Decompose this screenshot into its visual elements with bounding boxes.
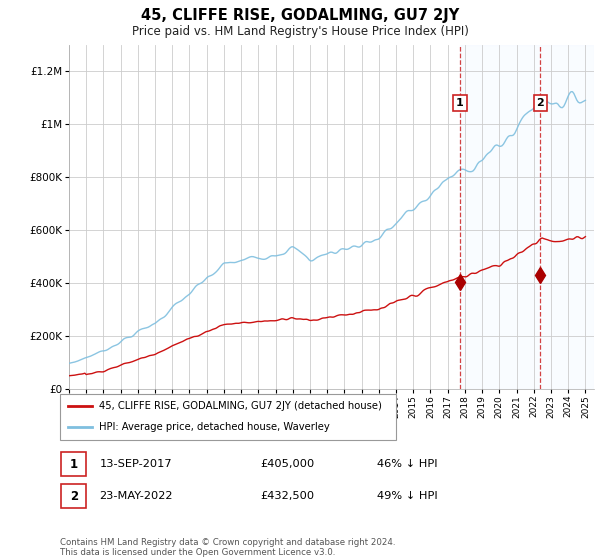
Text: 46% ↓ HPI: 46% ↓ HPI — [377, 459, 437, 469]
FancyBboxPatch shape — [61, 484, 86, 508]
Text: Price paid vs. HM Land Registry's House Price Index (HPI): Price paid vs. HM Land Registry's House … — [131, 25, 469, 38]
Text: 45, CLIFFE RISE, GODALMING, GU7 2JY (detached house): 45, CLIFFE RISE, GODALMING, GU7 2JY (det… — [98, 401, 382, 411]
Text: 49% ↓ HPI: 49% ↓ HPI — [377, 491, 437, 501]
FancyBboxPatch shape — [61, 452, 86, 477]
Text: 45, CLIFFE RISE, GODALMING, GU7 2JY: 45, CLIFFE RISE, GODALMING, GU7 2JY — [141, 8, 459, 24]
Text: 13-SEP-2017: 13-SEP-2017 — [100, 459, 172, 469]
FancyBboxPatch shape — [60, 394, 396, 440]
Text: £405,000: £405,000 — [260, 459, 315, 469]
Text: 2: 2 — [536, 98, 544, 108]
Bar — [460, 45, 594, 389]
Text: £432,500: £432,500 — [260, 491, 315, 501]
Text: 2: 2 — [70, 489, 78, 503]
Text: 1: 1 — [456, 98, 464, 108]
Text: 23-MAY-2022: 23-MAY-2022 — [100, 491, 173, 501]
Text: HPI: Average price, detached house, Waverley: HPI: Average price, detached house, Wave… — [98, 422, 329, 432]
Text: 1: 1 — [70, 458, 78, 471]
Text: Contains HM Land Registry data © Crown copyright and database right 2024.
This d: Contains HM Land Registry data © Crown c… — [60, 538, 395, 557]
